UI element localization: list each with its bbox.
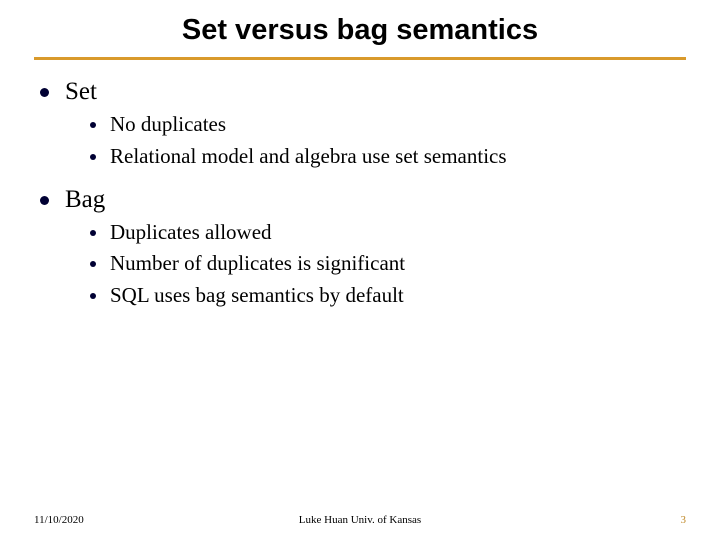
bullet-icon: [90, 261, 96, 267]
list-item-label: Bag: [65, 184, 105, 215]
footer-author: Luke Huan Univ. of Kansas: [0, 514, 720, 526]
footer: 11/10/2020 Luke Huan Univ. of Kansas 3: [0, 514, 720, 526]
list-item: SQL uses bag semantics by default: [90, 282, 686, 309]
bullet-icon: [90, 230, 96, 236]
bullet-icon: [40, 196, 49, 205]
list-item-label: Duplicates allowed: [110, 219, 272, 246]
sub-list: Duplicates allowed Number of duplicates …: [90, 219, 686, 309]
sub-list: No duplicates Relational model and algeb…: [90, 111, 686, 170]
list-item: Number of duplicates is significant: [90, 250, 686, 277]
bullet-icon: [40, 88, 49, 97]
bullet-icon: [90, 154, 96, 160]
footer-page-number: 3: [681, 514, 687, 526]
footer-date: 11/10/2020: [34, 514, 84, 526]
list-item: Duplicates allowed: [90, 219, 686, 246]
content-area: Set No duplicates Relational model and a…: [34, 76, 686, 309]
list-item-label: Set: [65, 76, 97, 107]
list-item: Bag: [40, 184, 686, 215]
list-item-label: No duplicates: [110, 111, 226, 138]
list-item: Set: [40, 76, 686, 107]
slide-title: Set versus bag semantics: [34, 14, 686, 47]
list-item: No duplicates: [90, 111, 686, 138]
bullet-icon: [90, 122, 96, 128]
list-item-label: SQL uses bag semantics by default: [110, 282, 404, 309]
list-item: Relational model and algebra use set sem…: [90, 143, 686, 170]
list-item-label: Relational model and algebra use set sem…: [110, 143, 507, 170]
title-underline: [34, 57, 686, 60]
slide: Set versus bag semantics Set No duplicat…: [0, 0, 720, 540]
bullet-icon: [90, 293, 96, 299]
list-item-label: Number of duplicates is significant: [110, 250, 405, 277]
